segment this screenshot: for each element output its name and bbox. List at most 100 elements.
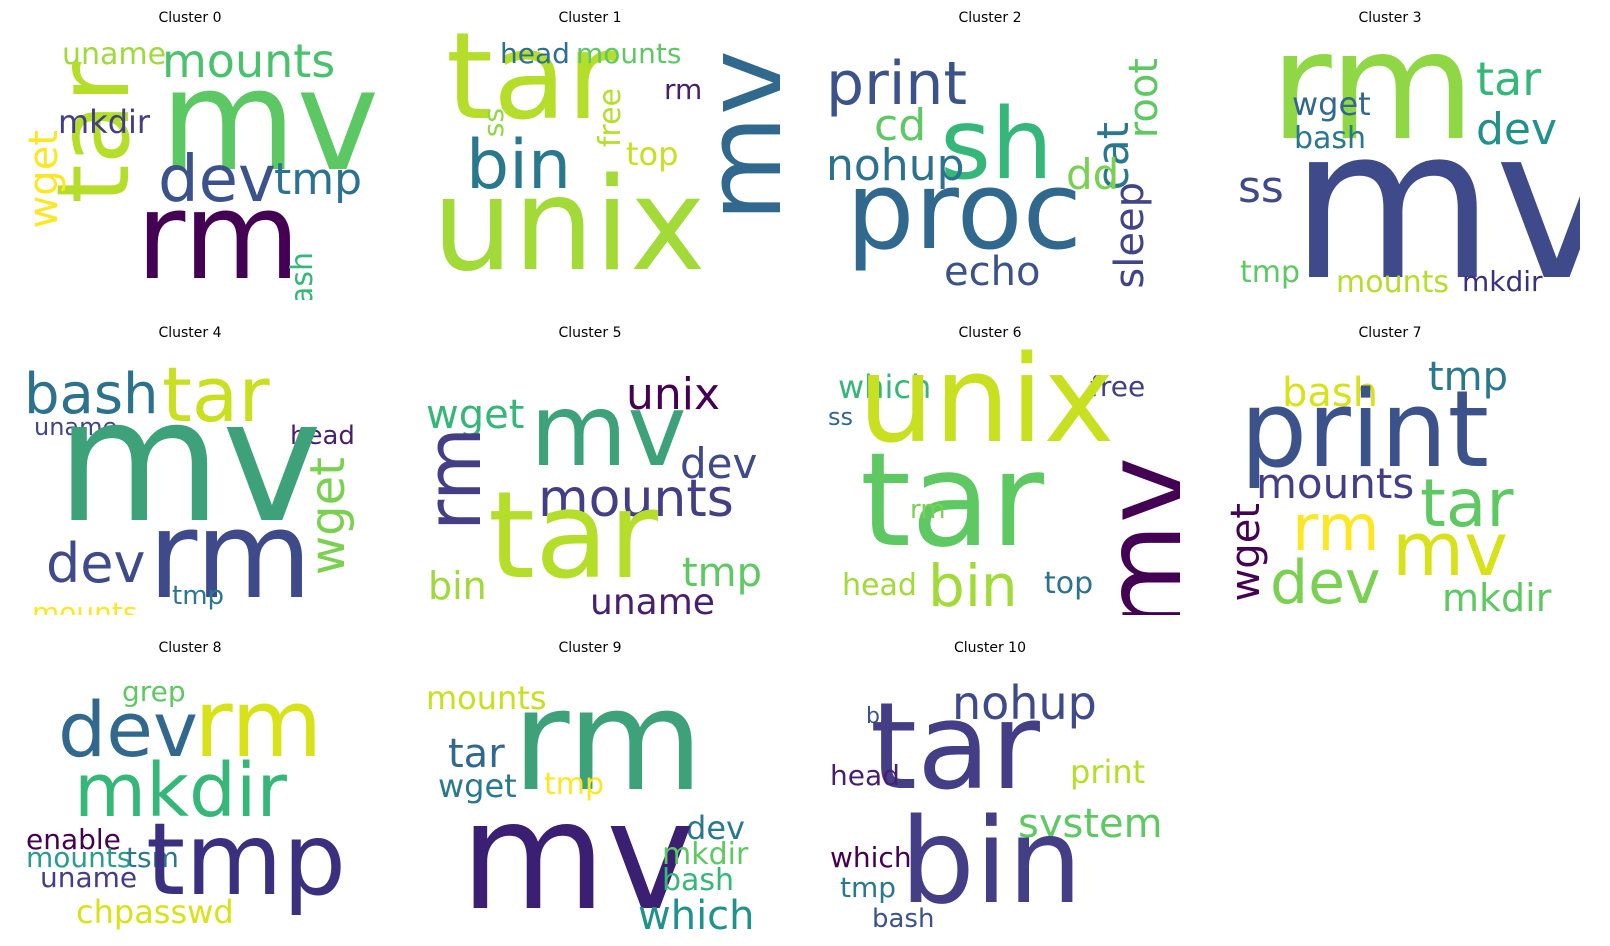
word-cloud: print cd sh nohup cat root dd sleep proc echo (800, 32, 1180, 300)
cloud-word: rm (664, 73, 703, 106)
cluster-panel: Cluster 8 grep dev rm mkdir enable mounts tsm tm… (0, 640, 380, 935)
cloud-word: tmp (682, 550, 763, 596)
cluster-panel: Cluster 6 which free ss unix tar rm mv head bin to… (800, 325, 1180, 615)
cloud-word: head (830, 759, 900, 792)
cloud-word: rm (1292, 492, 1380, 566)
cloud-word: dev (1270, 548, 1381, 615)
cloud-word: wget (1223, 503, 1269, 602)
cluster-panel: Cluster 9 mounts rm tar wget tmp dev mv mkdir bas… (400, 640, 780, 935)
cloud-word: tar (446, 32, 616, 147)
cluster-panel: Cluster 0 uname mounts mv tar mkdir wget dev tmp… (0, 10, 380, 300)
cloud-word: which (638, 893, 755, 935)
cloud-word: wget (426, 392, 525, 438)
cloud-word: mv (530, 372, 687, 489)
cluster-title: Cluster 4 (158, 325, 222, 341)
cloud-word: chpasswd (76, 893, 234, 931)
cloud-word: mv (1290, 82, 1580, 301)
cloud-word: bin (900, 792, 1083, 930)
cloud-word: mounts (162, 34, 336, 88)
cloud-word: bash (24, 362, 159, 427)
cloud-word: which (830, 841, 912, 874)
cloud-word: tar (1420, 465, 1514, 542)
cluster-title: Cluster 1 (558, 10, 622, 26)
word-cloud: grep dev rm mkdir enable mounts tsm tmp uname chp… (0, 662, 380, 935)
cluster-panel: Cluster 3 rm tar wget dev bash ss mv tmp mounts mk… (1200, 10, 1580, 300)
cluster-title: Cluster 0 (158, 10, 222, 26)
cloud-word: bash (662, 863, 735, 898)
cloud-word: tmp (1240, 255, 1301, 290)
cloud-word: proc (846, 149, 1083, 274)
cloud-word: mkdir (58, 103, 151, 141)
cloud-word: head (842, 568, 917, 603)
cluster-title: Cluster 7 (1358, 325, 1422, 341)
cloud-word: tar (870, 678, 1040, 817)
cloud-word: free (593, 88, 628, 148)
cloud-word: bs (866, 704, 892, 729)
word-cloud: bash tmp print mounts tar wget rm mv dev mkdir (1200, 347, 1580, 615)
cloud-word: free (1090, 370, 1146, 403)
cluster-title: Cluster 2 (958, 10, 1022, 26)
cluster-title: Cluster 6 (958, 325, 1022, 341)
word-cloud: uname mounts mv tar mkdir wget dev tmp rm bash (0, 32, 380, 300)
cloud-word: bin (428, 564, 487, 608)
cloud-word: tar (488, 467, 658, 606)
cloud-word: unix (626, 369, 721, 420)
cloud-word: mounts (1256, 459, 1415, 508)
cloud-word: mv (160, 40, 380, 203)
cloud-word: bash (1294, 121, 1367, 156)
cloud-word: bin (928, 552, 1018, 615)
cloud-word: dd (1066, 150, 1120, 199)
cluster-title: Cluster 5 (558, 325, 622, 341)
cloud-word: dev (686, 809, 745, 847)
cloud-word: mkdir (662, 837, 749, 872)
cloud-word: nohup (826, 140, 965, 191)
cloud-word: sleep (1107, 182, 1153, 289)
cloud-word: ss (1238, 162, 1284, 213)
cloud-word: unix (858, 347, 1115, 470)
cloud-word: bash (285, 252, 320, 300)
cloud-word: echo (944, 249, 1041, 295)
cloud-word: dev (680, 439, 758, 488)
cloud-word: mounts (576, 37, 682, 70)
cloud-word: dev (158, 143, 276, 217)
cloud-word: tmp (544, 767, 605, 802)
cloud-word: uname (40, 861, 138, 894)
cloud-word: unix (432, 151, 706, 300)
cloud-word: sh (940, 88, 1054, 202)
cloud-word: mounts (1336, 265, 1449, 300)
cloud-word: mv (1392, 507, 1508, 593)
cluster-panel: Cluster 7 bash tmp print mounts tar wget rm mv de… (1200, 325, 1580, 615)
cloud-word: tar (860, 424, 1045, 576)
cloud-word: mkdir (1462, 265, 1543, 298)
cloud-word: tmp (146, 801, 347, 918)
cloud-word: mkdir (1442, 576, 1552, 615)
cloud-word: rm (148, 487, 313, 616)
cloud-word: enable (26, 823, 121, 856)
cloud-word: cd (874, 100, 927, 151)
cloud-word: mounts (32, 596, 138, 616)
cluster-panel: Cluster 4 bash tar uname head mv wget dev rm tmp m… (0, 325, 380, 615)
cloud-word: mounts (26, 841, 132, 874)
cloud-word: uname (590, 582, 715, 616)
cloud-word: root (1121, 58, 1167, 139)
cloud-word: bin (466, 126, 572, 205)
cloud-word: nohup (952, 676, 1097, 730)
word-cloud: mounts rm tar wget tmp dev mv mkdir bash which (400, 662, 780, 936)
cloud-word: tsm (126, 841, 179, 874)
cluster-panel: Cluster 10 nohup bs tar head print system which… (800, 640, 1180, 935)
cloud-word: wget (438, 767, 517, 805)
cluster-panel: Cluster 1 tar head mounts mv rm ss free top bin un… (400, 10, 780, 300)
cloud-word: print (826, 49, 967, 119)
cluster-title: Cluster 10 (954, 640, 1026, 656)
cloud-word: bash (872, 904, 935, 934)
cloud-word: tmp (172, 581, 225, 611)
cloud-word: rm (512, 662, 704, 823)
cloud-word: head (290, 421, 355, 451)
cloud-word: mv (56, 363, 323, 561)
cluster-title: Cluster 8 (158, 640, 222, 656)
cloud-word: mv (460, 770, 695, 935)
cluster-title: Cluster 9 (558, 640, 622, 656)
cloud-word: ss (828, 403, 854, 431)
cloud-word: dev (58, 685, 198, 774)
cloud-word: rm (409, 427, 498, 531)
